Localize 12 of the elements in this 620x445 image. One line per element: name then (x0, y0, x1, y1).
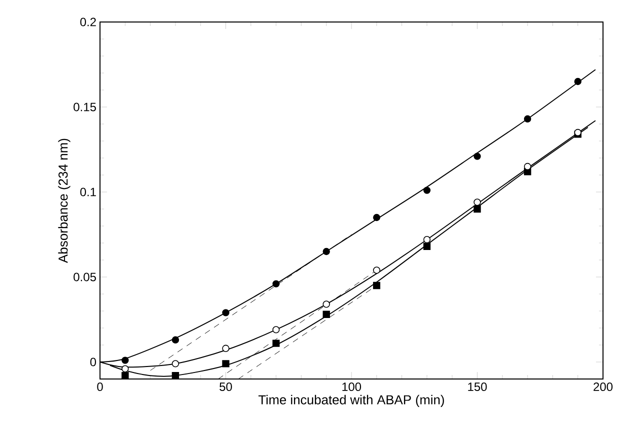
y-tick-label: 0.1 (80, 188, 96, 196)
y-tick-label: 0.05 (74, 272, 96, 282)
x-tick-label: 0 (97, 382, 103, 392)
x-tick-label: 50 (220, 382, 232, 392)
y-tick-label: 0 (90, 358, 96, 366)
x-tick-label: 100 (342, 382, 362, 392)
y-tick-label: 0.15 (74, 102, 96, 112)
x-tick-label: 150 (468, 382, 487, 392)
x-tick-label: 200 (594, 382, 613, 392)
y-tick-label: 0.2 (80, 18, 96, 26)
y-axis-title: Absorbance (234 nm) (58, 138, 70, 263)
x-axis-title: Time incubated with ABAP (min) (258, 394, 444, 407)
